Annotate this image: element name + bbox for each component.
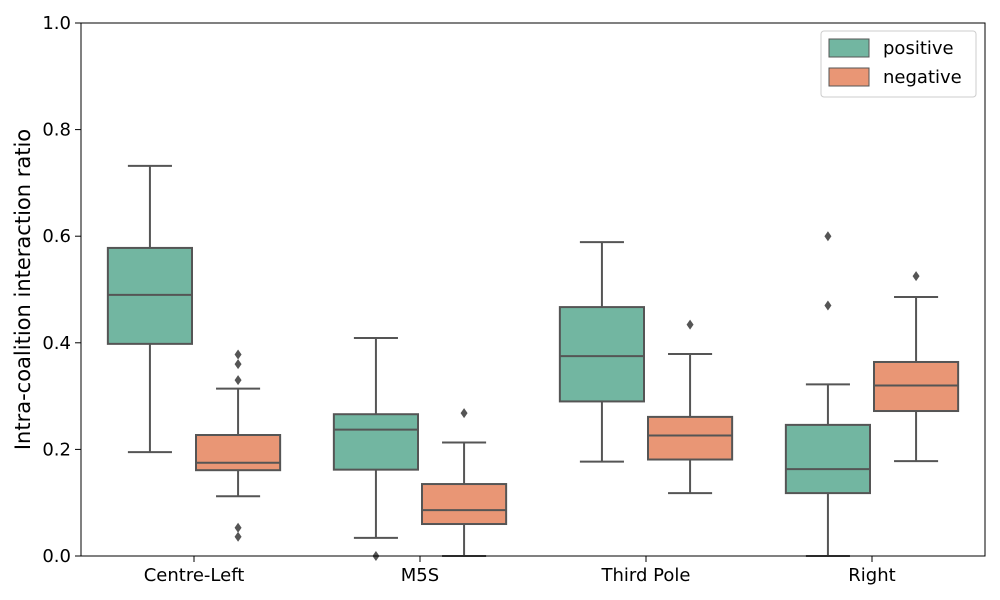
iqr-box	[106, 246, 193, 345]
box-negative-third-pole	[647, 319, 734, 495]
y-tick-label: 0.2	[42, 439, 71, 460]
x-tick-label: Right	[848, 565, 895, 586]
y-tick-label: 1.0	[42, 13, 71, 34]
iqr-box	[558, 306, 645, 403]
y-tick-label: 0.8	[42, 120, 71, 141]
x-tick-label: Centre-Left	[144, 565, 245, 586]
x-axis: Centre-Left M5S Third Pole Right	[144, 556, 896, 586]
legend-label-positive: positive	[883, 38, 954, 59]
x-tick-label: M5S	[401, 565, 439, 586]
outlier-point	[234, 531, 242, 542]
outlier-point	[234, 522, 242, 533]
outlier-point	[686, 319, 694, 330]
iqr-box	[873, 360, 960, 413]
plot-frame	[80, 22, 986, 557]
y-axis: 0.0 0.2 0.4 0.6 0.8 1.0	[42, 13, 81, 567]
box-positive-m5s	[332, 337, 419, 561]
iqr-box	[647, 415, 734, 461]
iqr-box	[784, 423, 871, 495]
outlier-point	[460, 408, 468, 419]
box-negative-right	[873, 271, 960, 463]
box-positive-right	[784, 231, 871, 557]
legend: positive negative	[820, 30, 977, 98]
box-negative-centre-left	[195, 349, 282, 542]
box-positive-centre-left	[106, 164, 193, 454]
box-negative-m5s	[421, 408, 508, 557]
outlier-point	[824, 231, 832, 242]
legend-swatch-negative	[828, 67, 870, 87]
iqr-box	[332, 413, 419, 471]
x-tick-label: Third Pole	[601, 565, 691, 586]
iqr-box	[421, 483, 508, 526]
outlier-point	[234, 375, 242, 386]
outlier-point	[234, 349, 242, 360]
outlier-point	[912, 271, 920, 282]
outlier-point	[824, 300, 832, 311]
legend-label-negative: negative	[883, 67, 962, 88]
legend-swatch-positive	[828, 38, 870, 58]
iqr-box	[195, 434, 282, 472]
outlier-point	[234, 359, 242, 370]
y-axis-label: Intra-coalition interaction ratio	[11, 129, 35, 450]
plot-marks	[106, 164, 960, 561]
y-tick-label: 0.4	[42, 333, 71, 354]
box-positive-third-pole	[558, 241, 645, 463]
y-tick-label: 0.0	[42, 546, 71, 567]
y-tick-label: 0.6	[42, 226, 71, 247]
